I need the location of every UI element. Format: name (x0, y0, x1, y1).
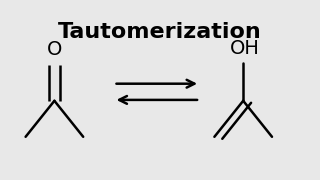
Text: OH: OH (230, 39, 260, 58)
Text: O: O (47, 40, 62, 59)
Text: Tautomerization: Tautomerization (58, 22, 262, 42)
